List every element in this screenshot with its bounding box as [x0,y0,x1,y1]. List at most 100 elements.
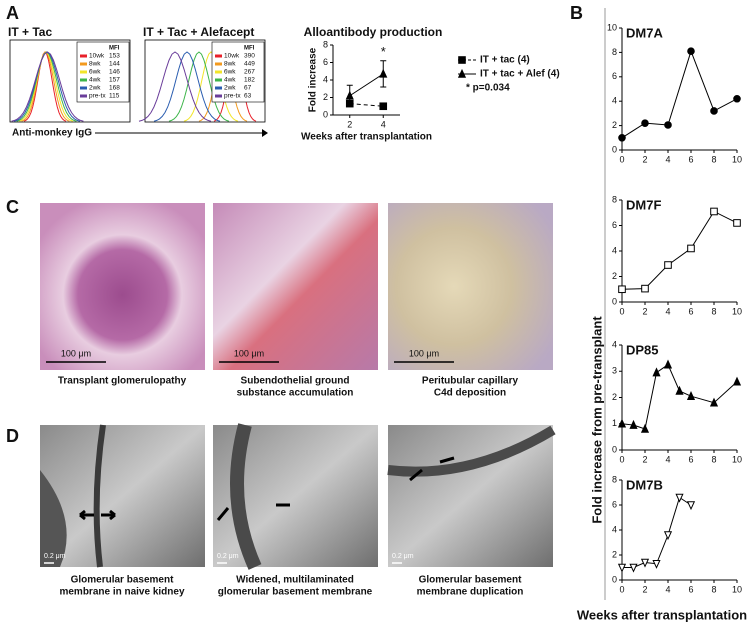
y-tick-label: 0 [612,444,617,454]
marker [710,107,718,115]
flow-title: IT + Tac [8,25,52,39]
significance-mark: * [381,44,386,59]
flow-legend-value: 146 [109,69,120,76]
em-feature [230,423,262,570]
histology-image [40,203,205,370]
y-tick-label: 3 [612,366,617,376]
marker [663,531,673,541]
em-feature [40,470,67,567]
x-tick-label: 8 [711,306,716,316]
flow-legend-label: 6wk [224,69,236,76]
marker [686,501,696,511]
y-tick-label: 2 [612,120,617,130]
x-tick-label: 10 [732,154,742,164]
flow-legend-label: pre-tx [89,93,106,100]
flow-legend-label: 2wk [224,85,236,92]
marker [458,56,466,64]
marker [379,68,388,78]
flow-legend-value: 390 [244,53,255,60]
caption: Subendothelial ground [241,376,350,387]
flow-legend-value: 67 [244,85,252,92]
flow-legend-label: 8wk [224,61,236,68]
y-tick-label: 10 [607,22,617,32]
marker [457,68,467,78]
x-tick-label: 6 [688,306,693,316]
marker [618,285,626,294]
chart-title: DM7F [626,197,661,212]
caption: substance accumulation [237,388,354,399]
series-line [621,49,738,139]
y-tick-label: 4 [323,74,328,84]
caption: Glomerular basement [419,575,522,586]
marker [617,418,627,428]
marker [733,94,741,103]
flow-legend-value: 168 [109,85,120,92]
histogram-curve [153,51,221,122]
panel-label: C [6,197,19,217]
series-line [349,73,384,97]
caption: glomerular basement membrane [218,587,373,598]
panel-label: A [6,3,19,23]
marker [641,119,649,127]
flow-legend-value: 267 [244,69,255,76]
flow-legend-title: MFI [109,46,120,52]
scale-label: 100 μm [234,348,264,358]
x-tick-label: 0 [619,584,624,594]
marker [379,102,388,111]
x-tick-label: 2 [347,119,352,129]
histology-image [213,203,378,370]
y-tick-label: 4 [612,245,617,255]
flow-legend-value: 115 [109,93,120,100]
panel-b-y-label: Fold increase from pre-transplant [589,316,604,524]
caption: Widened, multilaminated [236,575,354,586]
marker [664,121,672,129]
y-tick-label: 4 [612,96,617,106]
panel-label: B [570,3,583,23]
flow-legend-label: 10wk [224,53,240,60]
flow-legend-value: 63 [244,93,252,100]
flow-x-arrowhead [262,129,268,137]
x-tick-label: 8 [711,454,716,464]
chart-title: DM7A [626,25,663,40]
x-tick-label: 6 [688,154,693,164]
flow-legend-value: 153 [109,53,120,60]
marker [652,559,661,569]
x-axis-label: Weeks after transplantation [301,132,432,143]
scale-label: 0.2 μm [392,553,414,560]
y-tick-label: 6 [323,57,328,67]
x-tick-label: 6 [688,584,693,594]
series-line [622,496,692,568]
marker [710,207,718,216]
histogram-curve [138,51,212,122]
y-tick-label: 8 [323,39,328,49]
caption: membrane duplication [417,587,524,598]
y-tick-label: 8 [612,194,617,204]
caption: Transplant glomerulopathy [58,376,187,387]
x-tick-label: 2 [642,454,647,464]
marker [617,563,627,573]
marker [629,563,638,573]
marker [663,359,673,369]
flow-legend-title: MFI [244,46,255,52]
y-tick-label: 8 [612,47,617,57]
flow-legend-label: pre-tx [224,93,241,100]
y-tick-label: 0 [612,296,617,306]
x-tick-label: 4 [665,454,670,464]
marker [732,376,742,386]
x-tick-label: 0 [619,306,624,316]
histogram-curve [168,51,230,122]
marker [687,244,695,253]
y-tick-label: 2 [612,549,617,559]
y-tick-label: 8 [612,474,617,484]
y-tick-label: 2 [323,92,328,102]
arrow [216,507,230,521]
x-tick-label: 4 [665,154,670,164]
marker [618,134,626,142]
marker [641,284,649,293]
panel-label: D [6,426,19,446]
x-tick-label: 4 [665,584,670,594]
arrow [439,456,455,464]
y-tick-label: 6 [612,220,617,230]
arrow [101,509,116,521]
marker [640,558,650,568]
